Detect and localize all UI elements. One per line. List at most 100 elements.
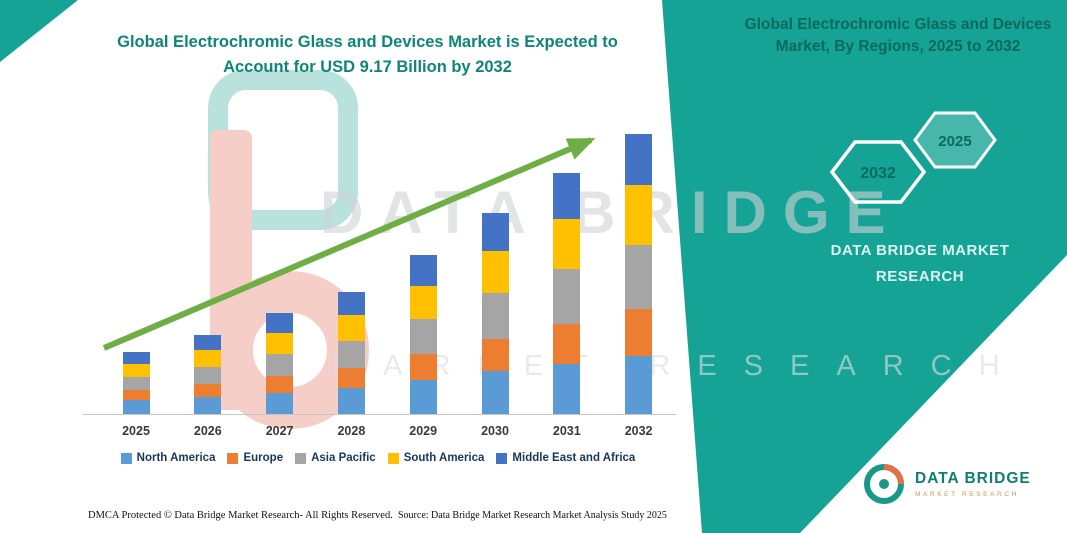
x-axis-tick-labels: 2025 2026 2027 2028 2029 2030 2031 2032 bbox=[88, 424, 673, 442]
stacked-bar-2032 bbox=[625, 134, 653, 414]
legend-item: Asia Pacific bbox=[295, 452, 376, 464]
bar-segment bbox=[409, 285, 437, 320]
bar-segment bbox=[337, 314, 365, 341]
logo-tagline: MARKET RESEARCH bbox=[915, 491, 1019, 498]
bar-segment bbox=[409, 255, 437, 286]
bar-segment bbox=[625, 356, 653, 414]
bar-segment bbox=[266, 332, 294, 355]
bar-segment bbox=[481, 339, 509, 372]
stacked-bar-2029 bbox=[409, 255, 437, 414]
stacked-bar-2027 bbox=[266, 313, 294, 414]
databridge-logo-icon bbox=[864, 464, 904, 504]
legend-item: Middle East and Africa bbox=[496, 452, 635, 464]
legend-swatch-icon bbox=[387, 452, 399, 464]
x-tick-label: 2031 bbox=[552, 424, 581, 438]
trend-arrow-line bbox=[102, 137, 596, 351]
bar-segment bbox=[122, 390, 150, 401]
logo-texts: DATA BRIDGE MARKET RESEARCH bbox=[915, 470, 1031, 498]
corner-accent-triangle bbox=[0, 0, 78, 62]
bar-segment bbox=[481, 212, 509, 251]
legend-swatch-icon bbox=[120, 452, 132, 464]
bar-segment bbox=[625, 134, 653, 186]
bar-segment bbox=[481, 371, 509, 414]
bar-segment bbox=[122, 363, 150, 377]
x-tick-label: 2028 bbox=[337, 424, 366, 438]
legend-label: South America bbox=[403, 452, 485, 464]
bar-segment bbox=[553, 218, 581, 269]
bar-segment bbox=[266, 376, 294, 393]
logo-name: DATA BRIDGE bbox=[915, 470, 1031, 487]
brand-line2: RESEARCH bbox=[875, 267, 965, 285]
legend-label: North America bbox=[136, 452, 216, 464]
x-tick-label: 2027 bbox=[265, 424, 294, 438]
stacked-bar-2025 bbox=[122, 351, 150, 414]
legend-label: Asia Pacific bbox=[311, 452, 376, 464]
watermark-text-line2: MARKET RESEARCH bbox=[332, 350, 1027, 382]
bar-segment bbox=[625, 244, 653, 309]
bar-segment bbox=[337, 340, 365, 369]
stacked-bar-chart bbox=[83, 118, 676, 415]
brand-line1: DATA BRIDGE MARKET bbox=[830, 242, 1010, 259]
bar-segment bbox=[553, 268, 581, 324]
logo-icon-orange-arc bbox=[883, 464, 904, 485]
logo-icon-dot bbox=[879, 479, 889, 489]
dmca-notice: DMCA Protected © Data Bridge Market Rese… bbox=[88, 510, 393, 521]
legend-item: North America bbox=[120, 452, 216, 464]
bar-segment bbox=[266, 354, 294, 377]
bar-segment bbox=[553, 363, 581, 414]
legend-swatch-icon bbox=[227, 452, 239, 464]
legend-item: Europe bbox=[227, 452, 283, 464]
bar-segment bbox=[409, 354, 437, 381]
stacked-bar-2031 bbox=[553, 172, 581, 414]
x-axis-line bbox=[83, 414, 676, 415]
stacked-bar-2030 bbox=[481, 212, 509, 414]
bar-segment bbox=[481, 250, 509, 294]
side-panel-brand: DATA BRIDGE MARKET RESEARCH bbox=[792, 238, 1048, 289]
x-tick-label: 2025 bbox=[122, 424, 150, 438]
bar-segment bbox=[337, 291, 365, 315]
legend-label: Middle East and Africa bbox=[512, 452, 636, 464]
hexagon-2025-outline bbox=[913, 111, 997, 169]
bar-segment bbox=[337, 368, 365, 388]
x-tick-label: 2032 bbox=[624, 424, 653, 438]
legend-swatch-icon bbox=[496, 452, 508, 464]
bar-segment bbox=[409, 319, 437, 355]
side-panel-heading: Global Electrochromic Glass and Devices … bbox=[744, 16, 1052, 56]
legend-item: South America bbox=[387, 452, 485, 464]
trend-arrow bbox=[102, 137, 596, 351]
bar-segment bbox=[194, 334, 222, 350]
bar-segment bbox=[194, 366, 222, 385]
bar-segment bbox=[625, 185, 653, 245]
databridge-logo: DATA BRIDGE MARKET RESEARCH bbox=[862, 462, 1031, 506]
bar-segment bbox=[481, 293, 509, 340]
hexagon-2032-label: 2032 bbox=[860, 165, 896, 182]
hexagon-2025-label: 2025 bbox=[938, 133, 971, 150]
x-tick-label: 2026 bbox=[193, 424, 222, 438]
bar-segment bbox=[266, 392, 294, 414]
bar-segment bbox=[122, 351, 150, 364]
watermark-logo-teal-shape bbox=[208, 70, 358, 230]
chart-title: Global Electrochromic Glass and Devices … bbox=[117, 33, 618, 76]
bar-segment bbox=[409, 380, 437, 414]
bar-segment bbox=[194, 397, 222, 414]
stacked-bar-2028 bbox=[337, 291, 365, 414]
bar-segment bbox=[122, 400, 150, 414]
bar-segment bbox=[553, 172, 581, 219]
x-tick-label: 2029 bbox=[409, 424, 438, 438]
stacked-bar-2026 bbox=[194, 334, 222, 414]
legend-swatch-icon bbox=[295, 452, 307, 464]
source-note: Source: Data Bridge Market Research Mark… bbox=[398, 510, 667, 521]
x-tick-label: 2030 bbox=[481, 424, 509, 438]
bar-segment bbox=[553, 323, 581, 364]
side-panel-polygon bbox=[662, 0, 1067, 533]
chart-legend: North America Europe Asia Pacific South Ame… bbox=[78, 452, 678, 464]
bar-segment bbox=[194, 384, 222, 398]
bar-segment bbox=[122, 376, 150, 391]
bar-segment bbox=[337, 388, 365, 414]
bar-segment bbox=[266, 313, 294, 333]
bar-segment bbox=[625, 308, 653, 356]
legend-label: Europe bbox=[243, 452, 284, 464]
hexagon-2032-outline bbox=[829, 140, 927, 204]
